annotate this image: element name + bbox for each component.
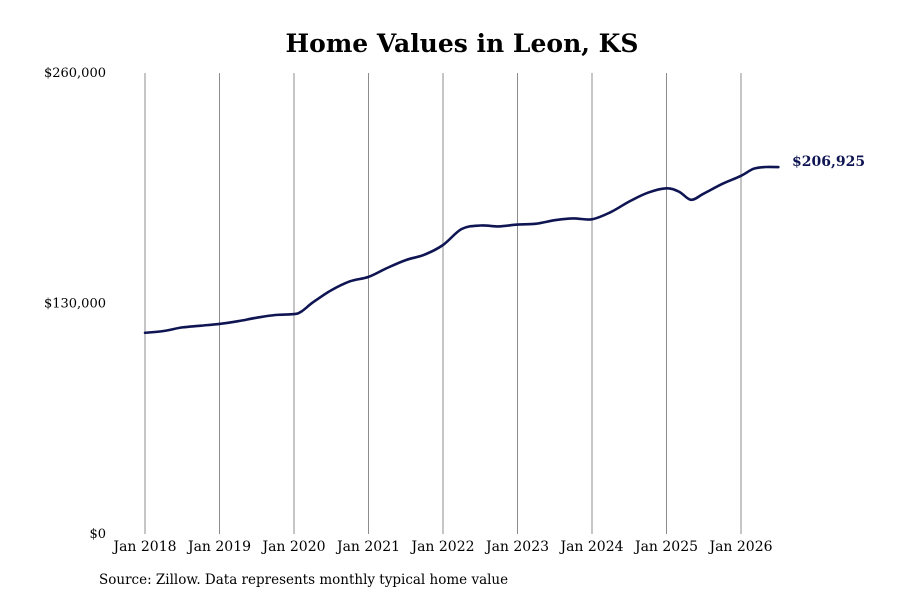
x-tick-label: Jan 2026 [707, 539, 772, 555]
x-tick-label: Jan 2021 [335, 539, 400, 555]
x-axis-tick-labels: Jan 2018 Jan 2019 Jan 2020 Jan 2021 Jan 2022… [111, 539, 772, 555]
x-tick-label: Jan 2023 [484, 539, 549, 555]
y-axis-tick-labels: $0 $130,000 $260,000 [44, 66, 106, 542]
y-tick-label: $0 [89, 527, 106, 542]
home-value-line [143, 165, 780, 335]
x-tick-label: Jan 2018 [111, 539, 176, 555]
y-tick-label: $130,000 [44, 297, 106, 312]
x-tick-label: Jan 2020 [260, 539, 325, 555]
latest-value-label: $206,925 [792, 154, 865, 170]
x-tick-label: Jan 2024 [558, 539, 623, 555]
x-tick-label: Jan 2019 [186, 539, 251, 555]
chart-title: Home Values in Leon, KS [286, 29, 639, 58]
x-tick-label: Jan 2022 [409, 539, 474, 555]
source-note: Source: Zillow. Data represents monthly … [99, 572, 509, 588]
vertical-gridlines [144, 73, 742, 534]
x-tick-label: Jan 2025 [633, 539, 698, 555]
y-tick-label: $260,000 [44, 66, 106, 81]
